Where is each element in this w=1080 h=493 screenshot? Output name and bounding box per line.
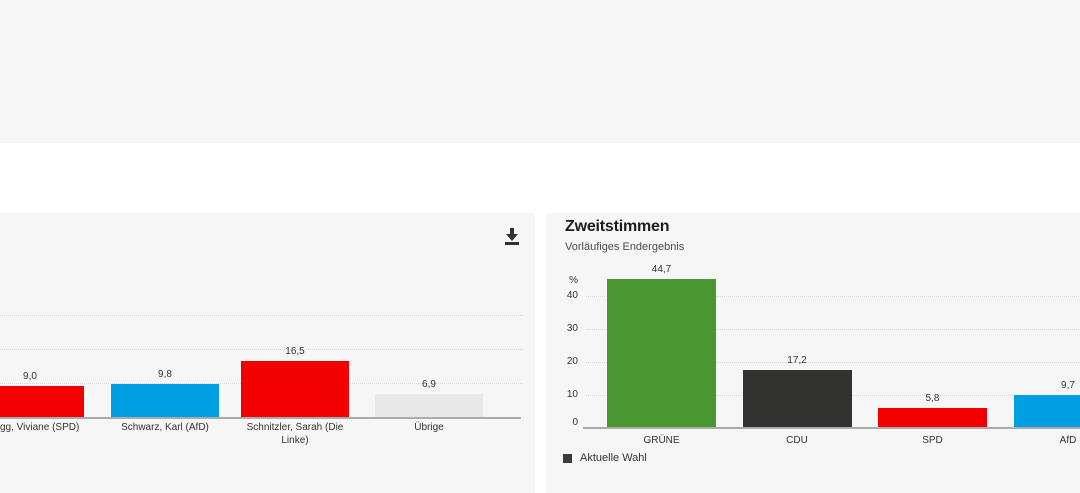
left-chart-panel [0,213,535,493]
bar-value-label: 17,2 [787,355,807,367]
y-axis-tick: 10 [566,389,578,400]
category-label: AfD [1059,435,1077,446]
bar-value-label: 9,0 [23,371,37,383]
bar-schwarz-karl-afd-[interactable] [111,383,219,417]
gridline [586,296,1080,297]
gridline [586,329,1080,330]
bar-afd[interactable] [1013,394,1080,427]
bar-value-label: 6,9 [422,378,436,390]
bar-gg-viviane-spd-[interactable] [0,386,84,417]
legend: Aktuelle Wahl [563,452,647,464]
header-band [0,0,1080,143]
gridline [586,362,1080,363]
bar-cdu[interactable] [742,370,852,427]
bar-value-label: 5,8 [925,392,940,404]
y-axis-tick: 20 [566,356,578,367]
bar-schnitzler-sarah-die-linke-[interactable] [241,360,349,417]
category-label: SPD [922,435,943,446]
bar-value-label: 16,5 [285,345,305,357]
legend-label: Aktuelle Wahl [580,452,647,464]
category-label: gg, Viviane (SPD) [0,422,80,433]
bar-grüne[interactable] [607,279,716,427]
bar-value-label: 9,8 [158,368,172,380]
y-axis-tick: % [569,275,578,286]
y-axis-tick: 0 [572,417,578,428]
legend-swatch-icon [563,453,572,463]
category-label: Schwarz, Karl (AfD) [121,422,209,433]
category-label: GRÜNE [643,435,680,446]
category-label: CDU [786,435,808,446]
download-button[interactable] [500,222,528,250]
gridline [0,315,523,316]
x-axis-line [0,417,521,419]
category-label: Übrige [414,422,444,433]
panel-title: Zweitstimmen [565,218,670,235]
gridline [0,349,523,350]
download-icon [505,227,519,245]
bar-value-label: 44,7 [651,264,672,276]
bar-übrige[interactable] [375,393,483,417]
bar-spd[interactable] [878,407,987,427]
y-axis-tick: 30 [566,323,578,334]
panel-subtitle: Vorläufiges Endergebnis [565,241,685,253]
y-axis-tick: 40 [566,290,578,301]
bar-value-label: 9,7 [1061,379,1075,391]
category-label: Schnitzler, Sarah (Die Linke) [246,422,344,446]
x-axis-line [583,427,1080,429]
